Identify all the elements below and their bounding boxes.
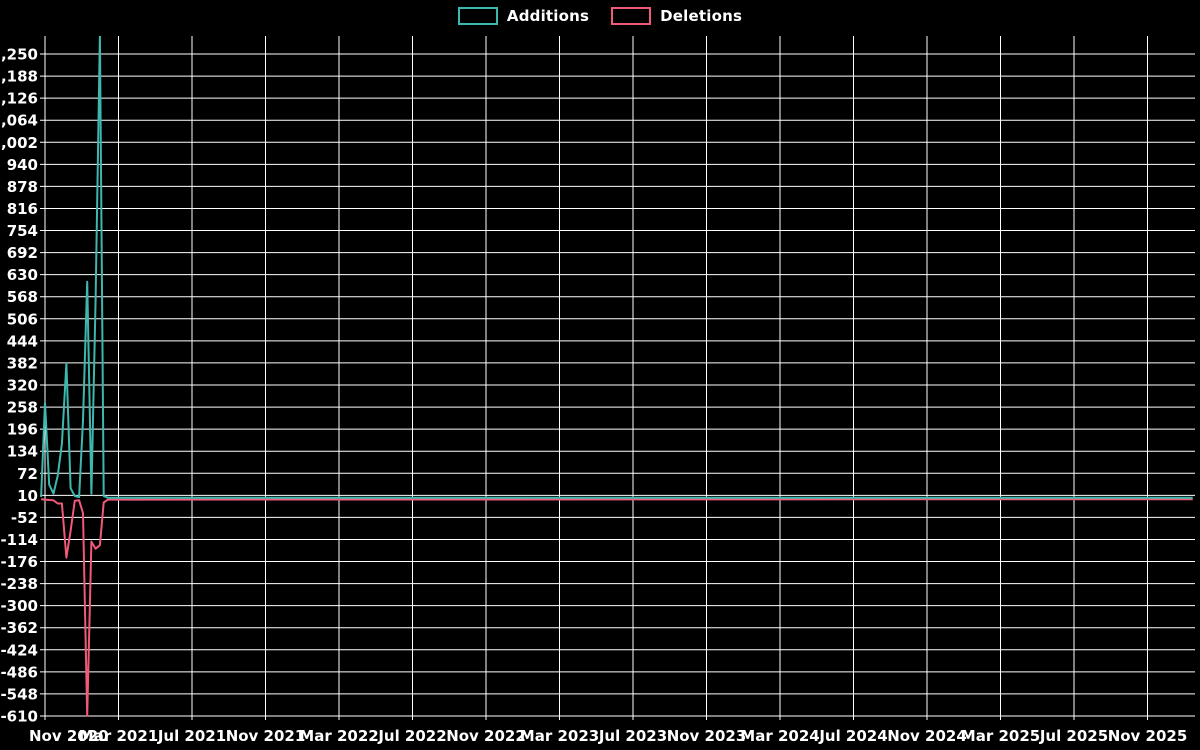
x-axis-tick-label: Jul 2025 [1039,727,1108,745]
y-axis-tick-label: -424 [0,641,38,659]
legend-item-additions[interactable]: Additions [457,7,590,25]
y-axis-tick-label: -300 [0,597,38,615]
x-axis-tick-label: Nov 2025 [1108,727,1188,745]
y-axis-tick-label: 1,126 [0,90,38,108]
deletions-swatch-icon [611,7,652,25]
y-axis-tick-label: 10 [17,487,38,505]
x-axis-tick-label: Nov 2022 [446,727,526,745]
y-axis-tick-label: -114 [0,531,38,549]
y-axis-tick-label: 196 [7,421,38,439]
x-axis-tick-label: Mar 2021 [79,727,158,745]
y-axis-tick-label: 382 [7,354,38,372]
x-axis-tick-label: Mar 2024 [740,727,819,745]
y-axis-tick-label: -548 [0,685,38,703]
y-axis-tick-label: 320 [7,377,38,395]
y-axis-tick-label: 940 [7,156,38,174]
y-axis-tick-label: -486 [0,663,38,681]
y-axis-tick-label: 692 [7,244,38,262]
y-axis-tick-label: 568 [7,288,38,306]
y-axis-tick-label: 444 [7,332,38,350]
y-axis-tick-label: 1,002 [0,134,38,152]
additions-line [40,36,1193,499]
gridlines [40,36,1195,720]
y-axis-tick-label: 134 [7,443,38,461]
x-axis-tick-label: Mar 2022 [299,727,378,745]
y-axis-tick-label: -238 [0,575,38,593]
x-axis-tick-label: Mar 2025 [961,727,1040,745]
legend-label-deletions: Deletions [660,7,743,25]
y-axis-tick-label: -610 [0,708,38,726]
y-axis-tick-label: -52 [11,509,38,527]
x-axis-tick-label: Nov 2023 [667,727,747,745]
deletions-line [40,498,1193,717]
x-axis-tick-label: Nov 2024 [887,727,967,745]
y-axis-tick-label: 72 [17,465,38,483]
y-axis-tick-label: 878 [7,178,38,196]
x-axis-tick-label: Jul 2022 [377,727,446,745]
y-axis-tick-label: 1,064 [0,112,38,130]
x-axis-tick-label: Jul 2021 [157,727,226,745]
x-axis-tick-label: Nov 2020 [29,727,109,745]
y-axis-tick-label: 816 [7,200,38,218]
y-axis-tick-label: 506 [7,310,38,328]
legend-item-deletions[interactable]: Deletions [611,7,742,25]
x-axis-tick-label: Jul 2024 [818,727,887,745]
y-axis-tick-label: 1,188 [0,68,38,86]
chart-legend: Additions Deletions [0,7,1200,25]
y-axis-tick-label: 1,250 [0,46,38,64]
x-axis-tick-label: Nov 2021 [226,727,306,745]
x-axis-tick-label: Jul 2023 [598,727,667,745]
x-axis-tick-label: Mar 2023 [520,727,599,745]
legend-label-additions: Additions [506,7,590,25]
y-axis-tick-label: 754 [7,222,38,240]
y-axis-tick-label: -176 [0,553,38,571]
y-axis-tick-label: -362 [0,619,38,637]
y-axis-tick-label: 258 [7,399,38,417]
y-axis-tick-label: 630 [7,266,38,284]
additions-swatch-icon [457,7,498,25]
